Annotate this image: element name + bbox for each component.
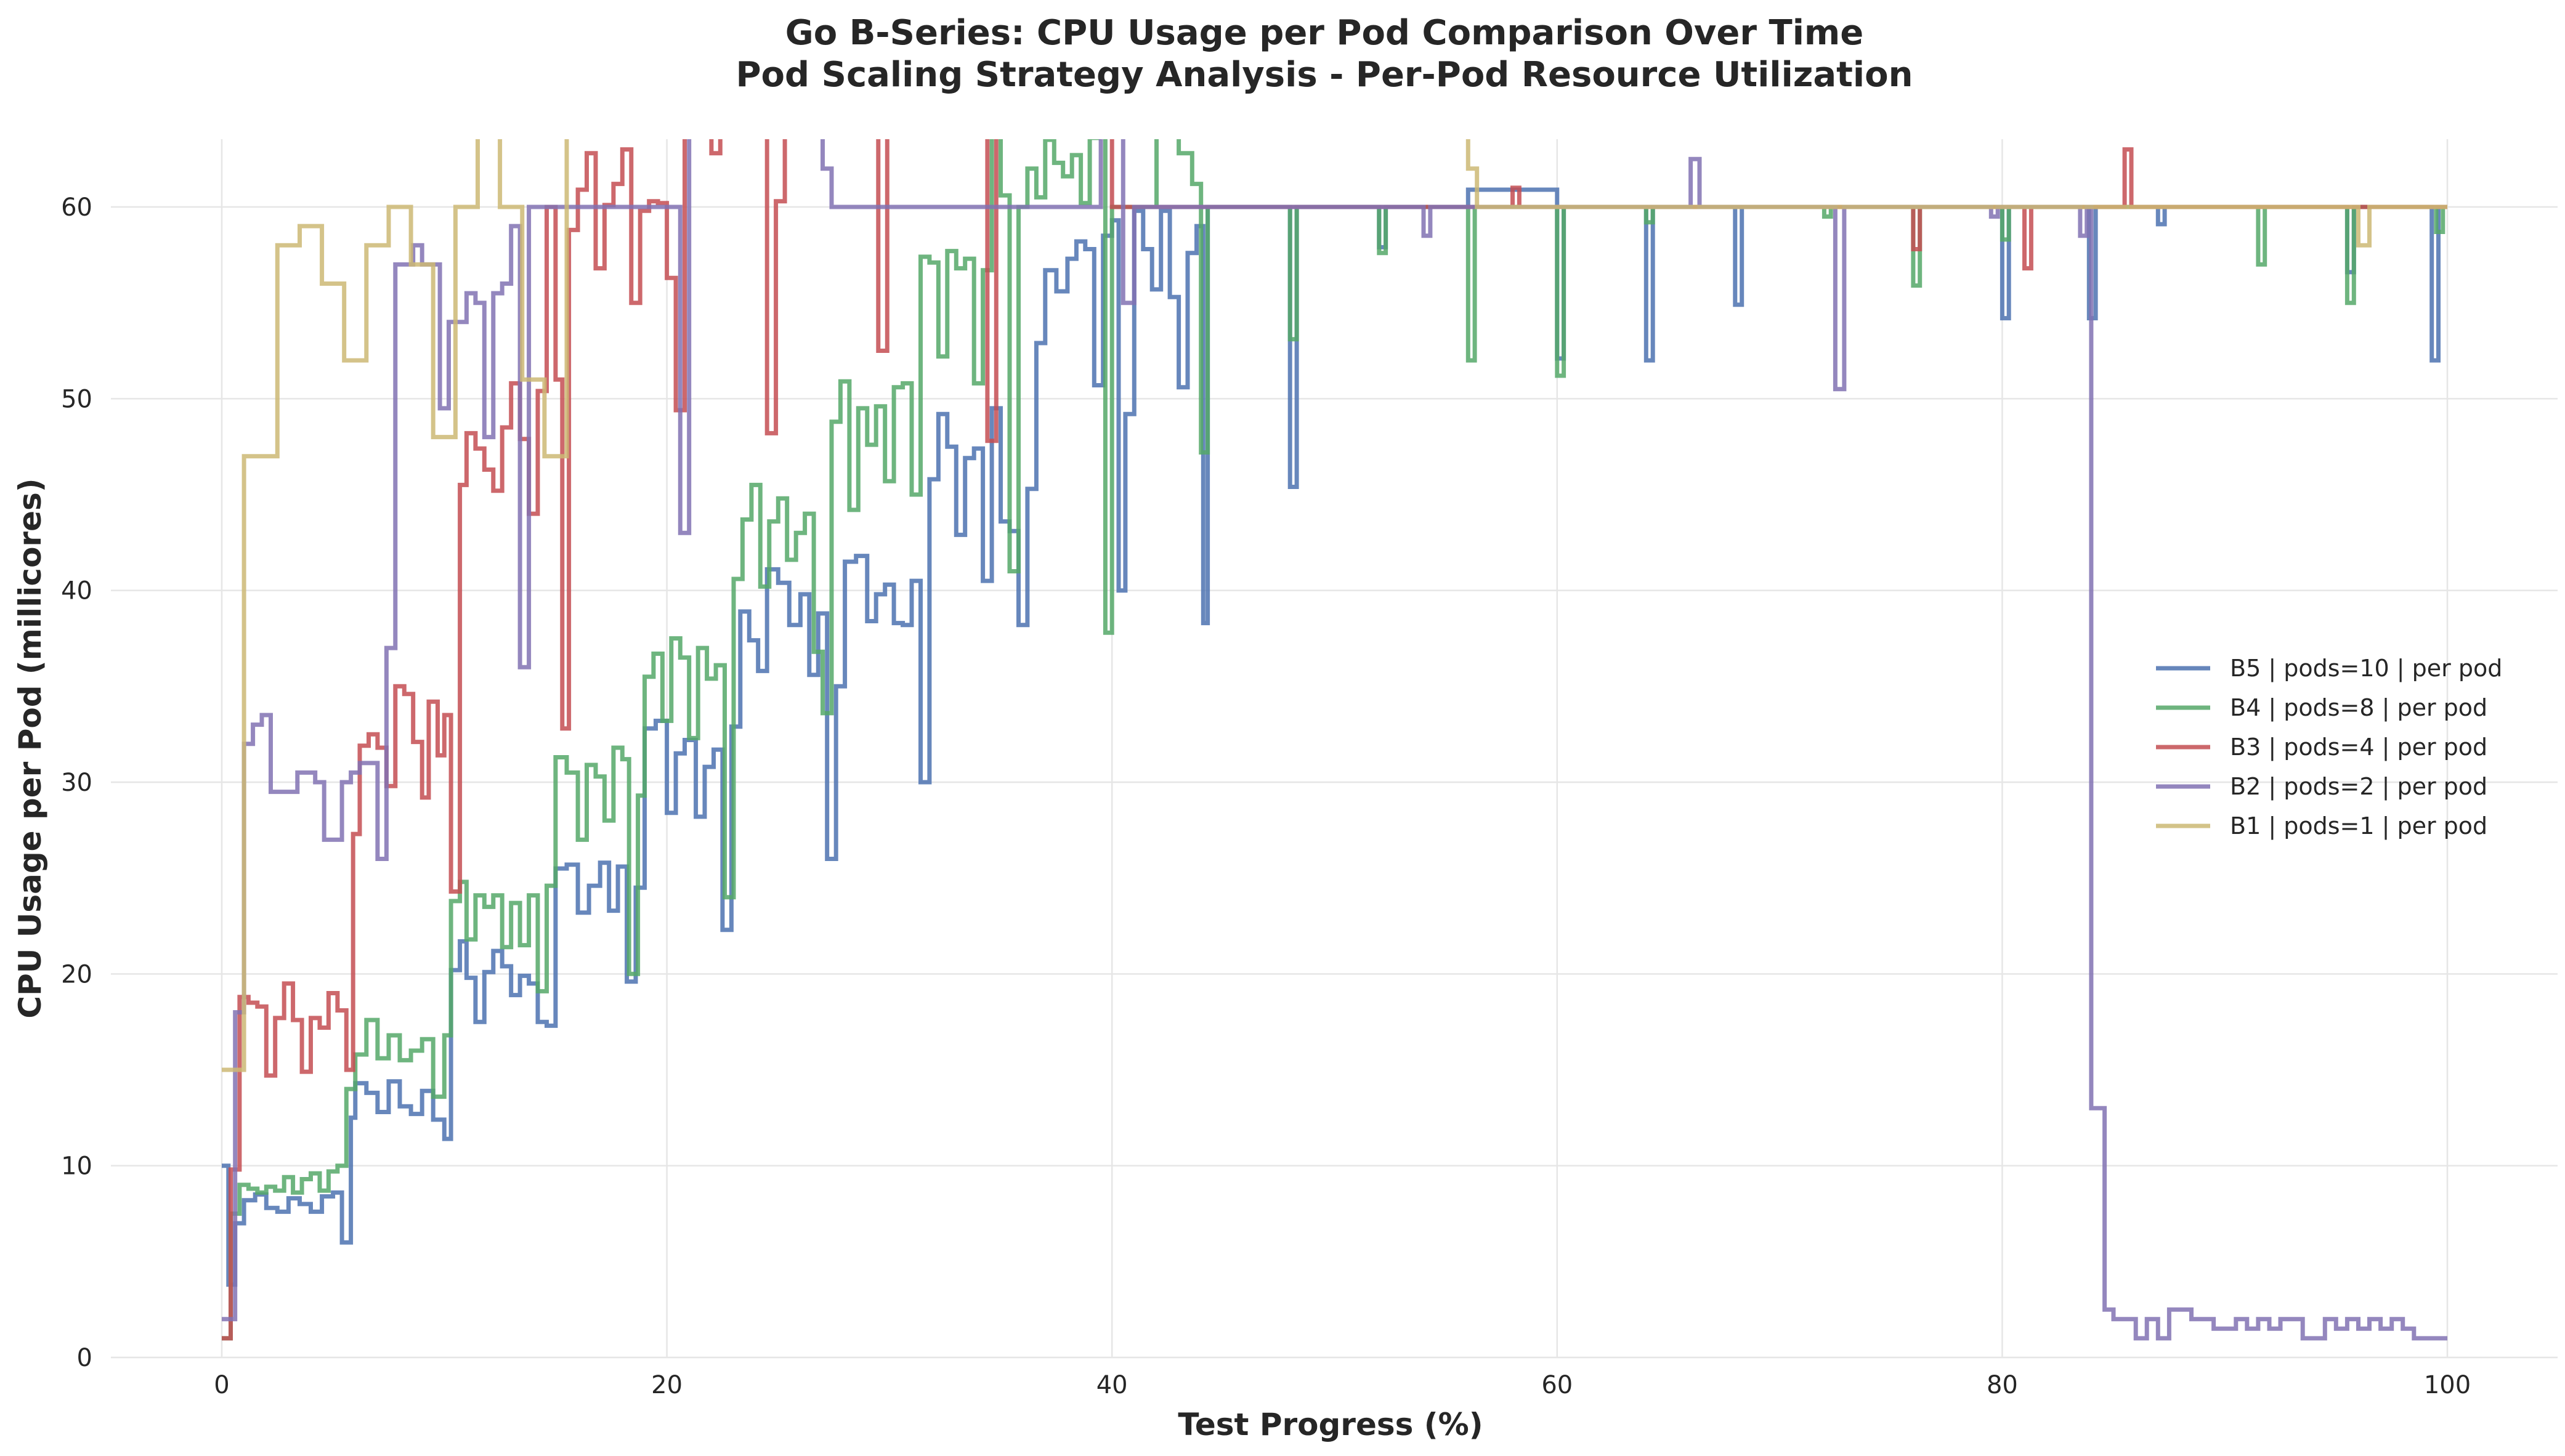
legend-entry-1: B4 | pods=8 | per pod xyxy=(2230,694,2487,722)
legend-entry-3: B2 | pods=2 | per pod xyxy=(2230,773,2487,801)
y-tick-label: 50 xyxy=(61,385,92,413)
y-tick-label: 0 xyxy=(77,1344,92,1372)
y-axis-label: CPU Usage per Pod (millicores) xyxy=(12,478,48,1018)
x-tick-label: 100 xyxy=(2424,1371,2471,1399)
x-axis-label: Test Progress (%) xyxy=(1178,1407,1483,1442)
y-tick-label: 20 xyxy=(61,960,92,989)
series-line-1 xyxy=(222,139,2447,1341)
legend-entry-2: B3 | pods=4 | per pod xyxy=(2230,734,2487,761)
x-tick-label: 80 xyxy=(1987,1371,2018,1399)
chart-title: Go B-Series: CPU Usage per Pod Compariso… xyxy=(785,13,1863,53)
x-tick-label: 0 xyxy=(214,1371,229,1399)
series-line-4 xyxy=(222,139,2447,1072)
series-line-3 xyxy=(222,139,2447,1341)
chart-subtitle: Pod Scaling Strategy Analysis - Per-Pod … xyxy=(736,55,1913,95)
series-line-2 xyxy=(222,139,2447,1341)
x-tick-label: 40 xyxy=(1096,1371,1128,1399)
x-tick-label: 20 xyxy=(651,1371,683,1399)
y-tick-label: 60 xyxy=(61,193,92,222)
y-tick-label: 10 xyxy=(61,1152,92,1181)
series-layer xyxy=(222,139,2447,1341)
y-tick-label: 30 xyxy=(61,769,92,797)
x-tick-label: 60 xyxy=(1541,1371,1573,1399)
y-tick-label: 40 xyxy=(61,577,92,605)
tick-labels: 0 10 20 30 40 50 60 0 20 40 60 80 100 xyxy=(61,193,2471,1399)
legend: B5 | pods=10 | per pod B4 | pods=8 | per … xyxy=(2156,655,2502,840)
legend-entry-4: B1 | pods=1 | per pod xyxy=(2230,812,2487,840)
legend-entry-0: B5 | pods=10 | per pod xyxy=(2230,655,2502,682)
